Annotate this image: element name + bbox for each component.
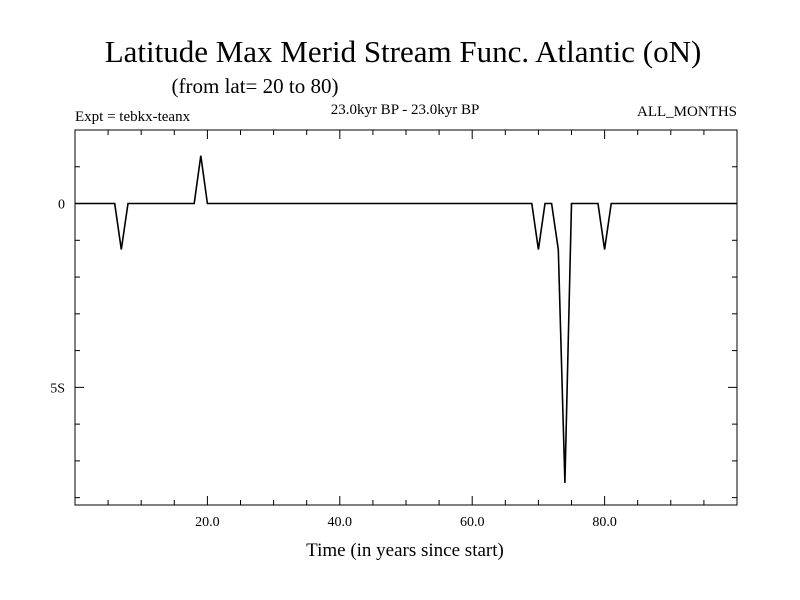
x-tick-label: 20.0 (195, 515, 220, 530)
axes (74, 129, 738, 506)
plot-frame (74, 129, 738, 506)
series-layer (75, 155, 737, 483)
ticks: 20.0 40.0 60.0 80.0 0 5S (50, 130, 737, 530)
x-axis-label: Time (in years since start) (306, 540, 504, 561)
x-tick-label: 60.0 (460, 515, 485, 530)
y-tick-label: 5S (50, 381, 65, 396)
left-annotation: Expt = tebkx-teanx (75, 109, 191, 125)
right-annotation: ALL_MONTHS (637, 104, 737, 120)
chart-subtitle: (from lat= 20 to 80) (172, 74, 339, 98)
chart-title: Latitude Max Merid Stream Func. Atlantic… (105, 34, 702, 69)
x-tick-label: 40.0 (328, 515, 353, 530)
series-line (75, 155, 737, 483)
center-annotation: 23.0kyr BP - 23.0kyr BP (331, 102, 480, 118)
y-tick-label: 0 (58, 198, 65, 213)
x-tick-label: 80.0 (592, 515, 617, 530)
